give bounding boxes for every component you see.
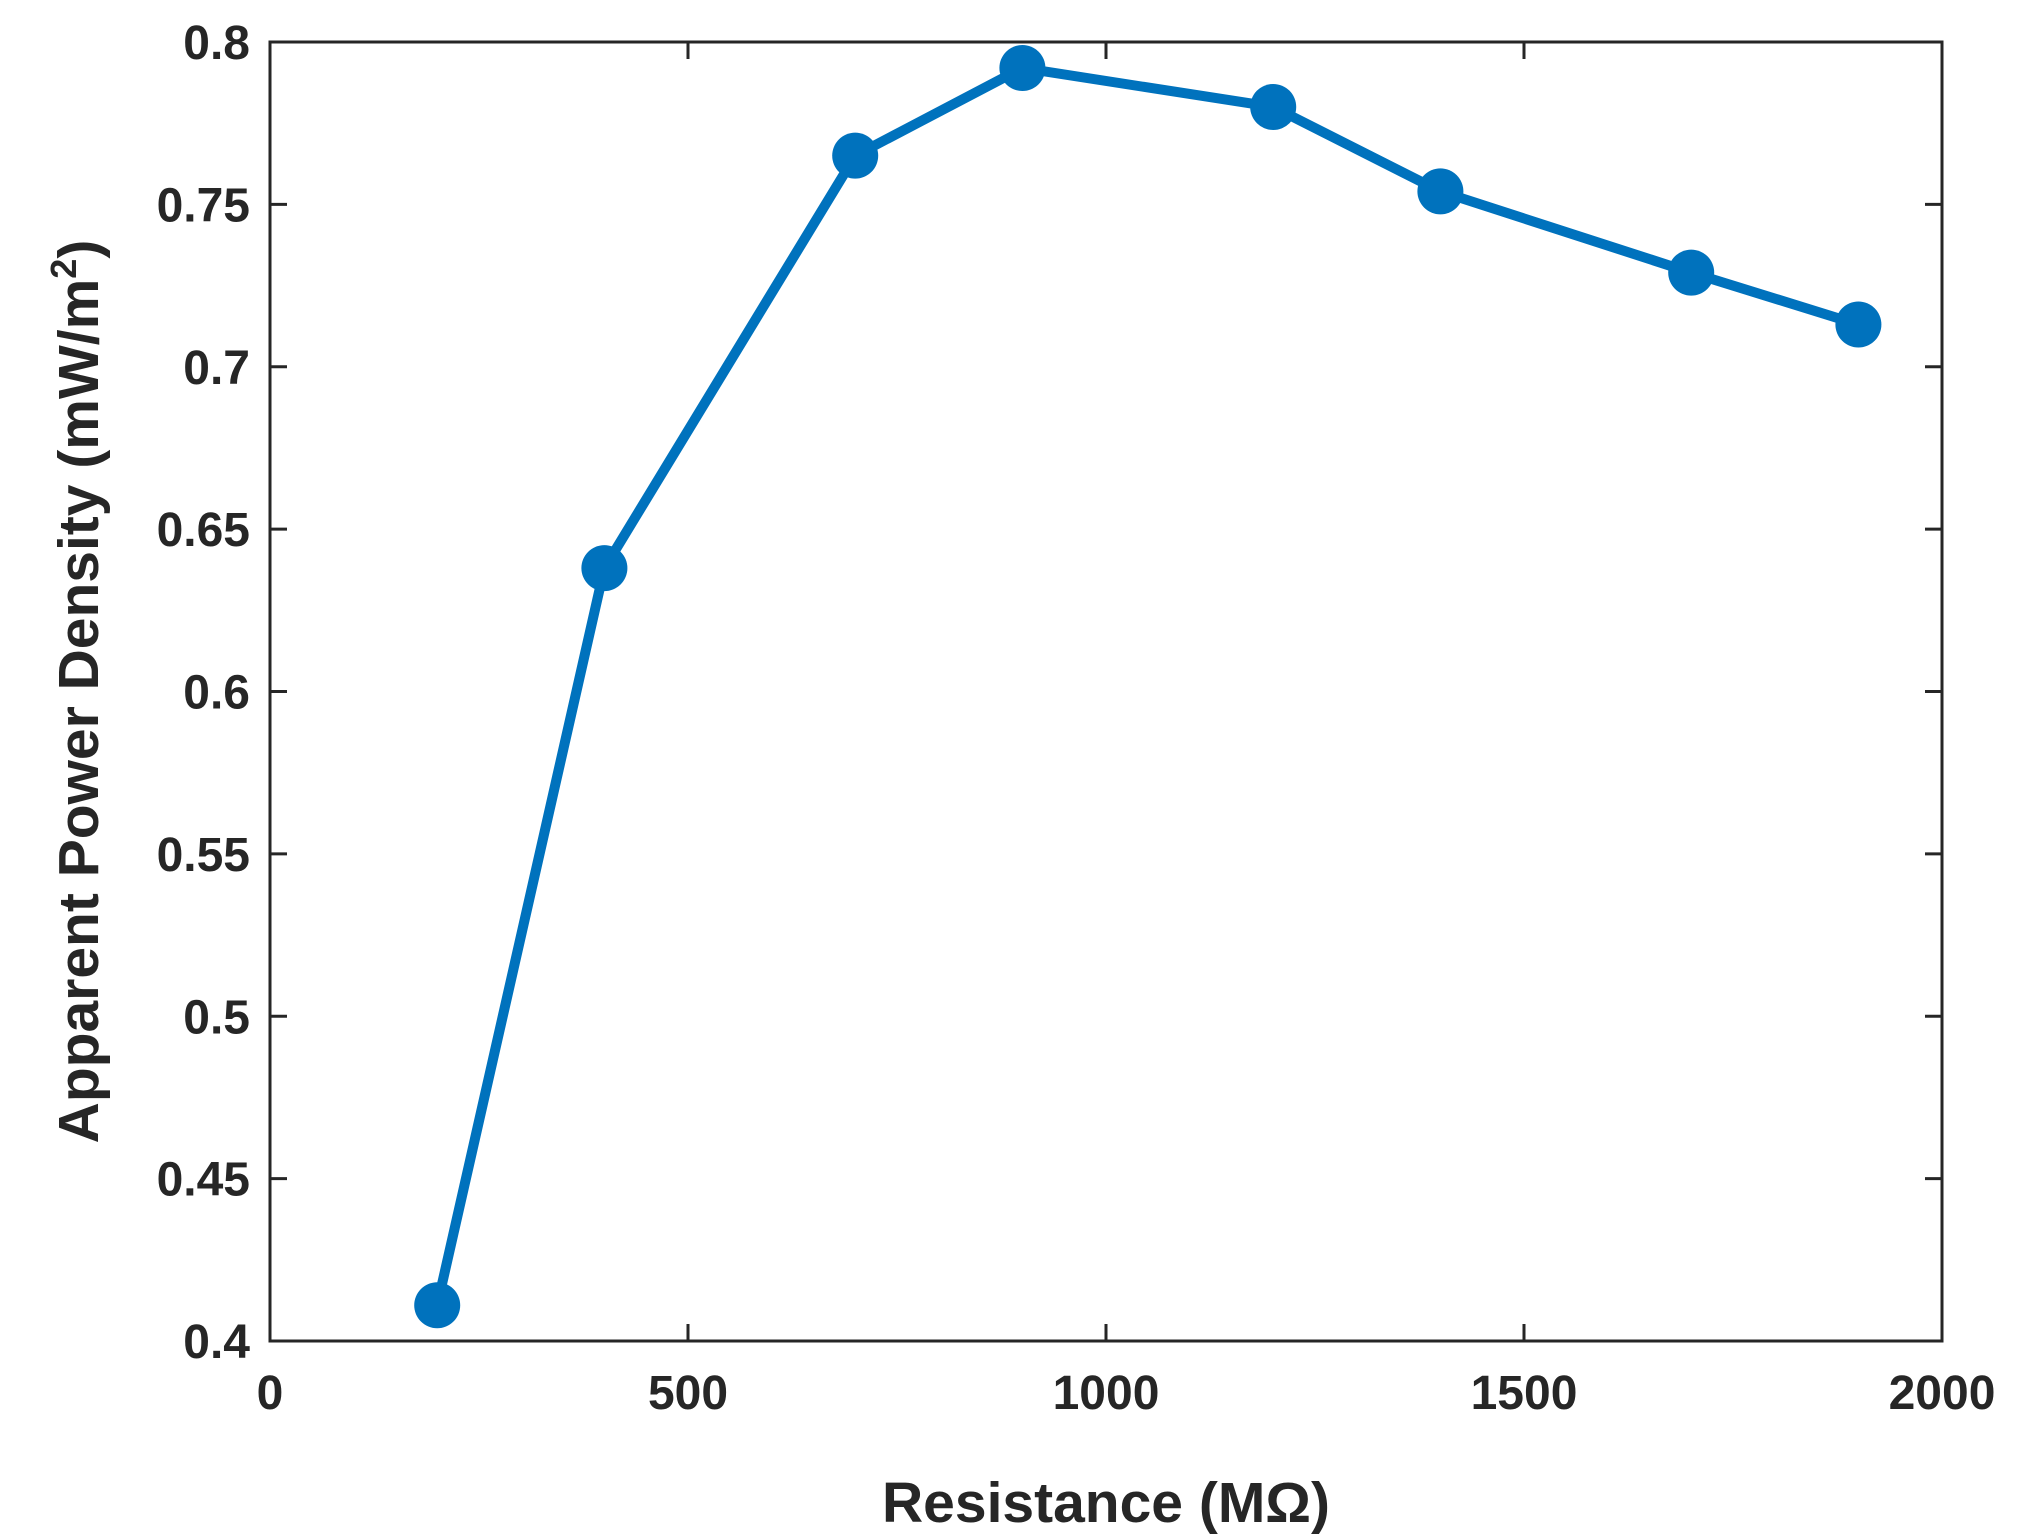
y-axis-label-superscript: 2 [43, 259, 84, 279]
y-tick-label: 0.55 [157, 829, 250, 882]
x-tick-label: 0 [257, 1367, 284, 1420]
data-point-marker [1250, 83, 1297, 130]
y-axis-label-main: Apparent Power Density (mW/m [47, 279, 111, 1144]
y-tick-label: 0.4 [183, 1316, 250, 1369]
data-point-marker [1668, 249, 1715, 296]
data-point-marker [1417, 168, 1464, 215]
tick-labels: 0 500 1000 1500 2000 0.4 0.45 0.5 0.55 0.6 0.65 0.7… [157, 17, 1996, 1420]
axis-ticks [268, 40, 1944, 1343]
y-tick-label: 0.65 [157, 504, 250, 557]
y-tick-label: 0.6 [183, 667, 250, 720]
y-axis-label-close: ) [47, 240, 111, 259]
plot-area-frame [268, 40, 1944, 1343]
x-axis-label: Resistance (MΩ) [882, 1471, 1330, 1535]
y-tick-label: 0.8 [183, 17, 250, 70]
y-tick-label: 0.7 [183, 342, 250, 395]
x-tick-label: 500 [648, 1367, 728, 1420]
y-tick-label: 0.75 [157, 179, 250, 232]
data-series [414, 44, 1882, 1329]
data-point-marker [414, 1282, 461, 1329]
data-point-marker [1835, 301, 1882, 348]
y-tick-label: 0.45 [157, 1154, 250, 1207]
y-tick-label: 0.5 [183, 991, 250, 1044]
data-point-marker [832, 132, 879, 179]
data-point-marker [581, 545, 628, 592]
x-tick-label: 1000 [1053, 1367, 1160, 1420]
data-point-marker [999, 44, 1046, 91]
x-tick-label: 2000 [1889, 1367, 1996, 1420]
y-axis-label: Apparent Power Density (mW/m2) [43, 240, 111, 1144]
x-tick-label: 1500 [1471, 1367, 1578, 1420]
series-line [432, 62, 1860, 1307]
